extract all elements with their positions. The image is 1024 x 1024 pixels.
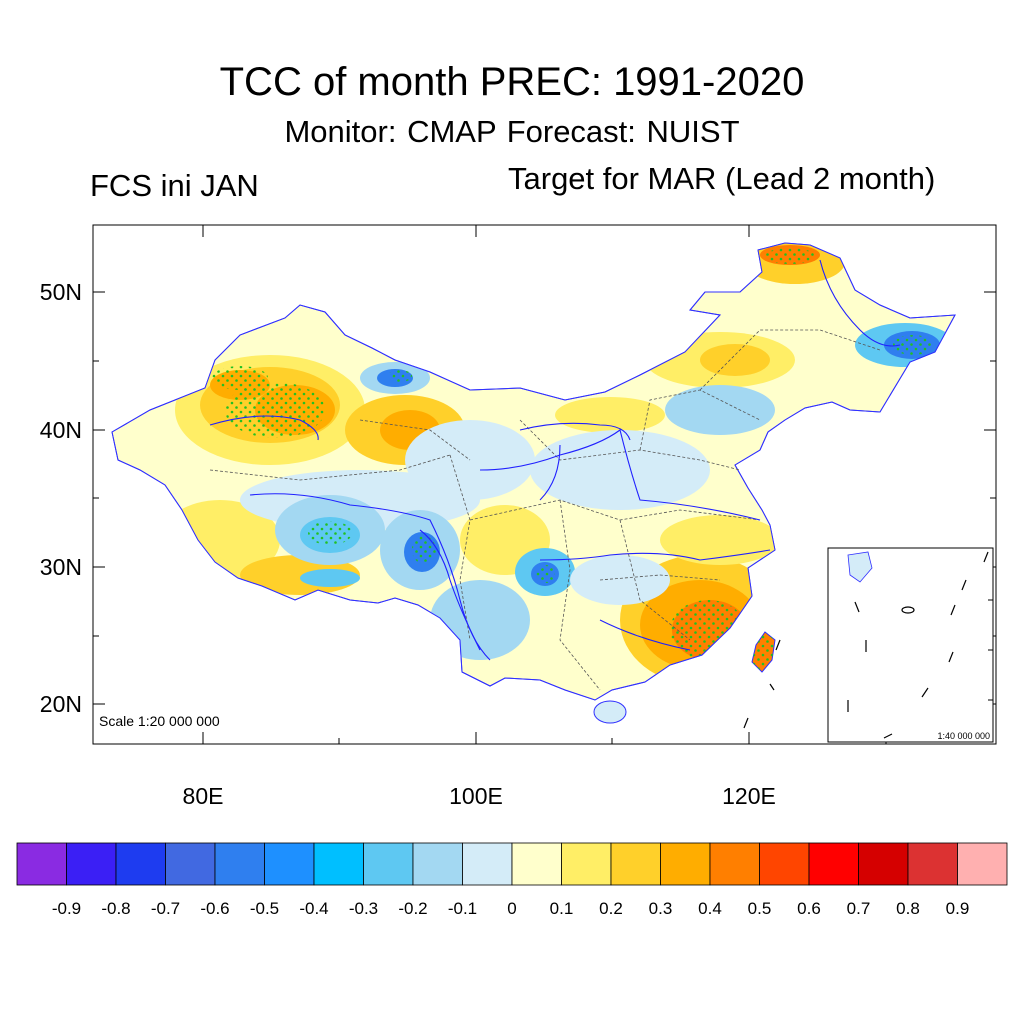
south-china-sea-inset: 1:40 000 000 bbox=[827, 547, 994, 743]
colorbar-label: -0.9 bbox=[52, 899, 81, 918]
colorbar-box bbox=[511, 842, 562, 886]
lat-label-40: 40N bbox=[40, 417, 82, 443]
scale-label: Scale 1:20 000 000 bbox=[99, 713, 220, 729]
colorbar-box bbox=[957, 842, 1008, 886]
colorbar-label: -0.3 bbox=[349, 899, 378, 918]
lat-label-30: 30N bbox=[40, 554, 82, 580]
colorbar-label: 0.3 bbox=[649, 899, 673, 918]
colorbar-box bbox=[313, 842, 364, 886]
colorbar-label: -0.7 bbox=[151, 899, 180, 918]
hainan-island bbox=[593, 700, 627, 724]
rivers bbox=[209, 259, 901, 661]
correlation-contours bbox=[160, 243, 955, 685]
colorbar-box bbox=[115, 842, 166, 886]
colorbar-box bbox=[709, 842, 760, 886]
colorbar-label: -0.4 bbox=[299, 899, 328, 918]
colorbar-box bbox=[412, 842, 463, 886]
colorbar-box bbox=[16, 842, 67, 886]
map-title: TCC of month PREC: 1991-2020 bbox=[219, 60, 805, 104]
colorbar-label: 0.8 bbox=[896, 899, 920, 918]
province-boundaries bbox=[209, 329, 881, 691]
coast-marks bbox=[743, 639, 781, 729]
colorbar-label: -0.2 bbox=[398, 899, 427, 918]
lat-label-20: 20N bbox=[40, 691, 82, 717]
colorbar-label: -0.6 bbox=[200, 899, 229, 918]
colorbar-box bbox=[759, 842, 810, 886]
colorbar-label: -0.1 bbox=[448, 899, 477, 918]
colorbar-label: -0.8 bbox=[101, 899, 130, 918]
target-month-label: Target for MAR (Lead 2 month) bbox=[508, 161, 936, 196]
lon-label-80: 80E bbox=[183, 783, 224, 809]
init-month-label: FCS ini JAN bbox=[90, 168, 259, 203]
lat-label-50: 50N bbox=[40, 279, 82, 305]
colorbar-box bbox=[858, 842, 909, 886]
colorbar-box bbox=[462, 842, 513, 886]
colorbar-box bbox=[165, 842, 216, 886]
colorbar-label: 0.7 bbox=[847, 899, 871, 918]
colorbar: -0.9 -0.8 -0.7 -0.6 -0.5 -0.4 -0.3 -0.2 -0.1 0 0.1… bbox=[16, 842, 1008, 918]
colorbar-box bbox=[561, 842, 612, 886]
colorbar-label: 0.5 bbox=[748, 899, 772, 918]
lon-label-120: 120E bbox=[722, 783, 776, 809]
colorbar-box bbox=[264, 842, 315, 886]
colorbar-label: 0 bbox=[507, 899, 516, 918]
colorbar-label: 0.9 bbox=[946, 899, 970, 918]
colorbar-box bbox=[907, 842, 958, 886]
colorbar-box bbox=[610, 842, 661, 886]
colorbar-label: -0.5 bbox=[250, 899, 279, 918]
china-border bbox=[111, 242, 956, 701]
colorbar-label: 0.4 bbox=[698, 899, 722, 918]
colorbar-box bbox=[363, 842, 414, 886]
colorbar-box bbox=[660, 842, 711, 886]
colorbar-box bbox=[214, 842, 265, 886]
colorbar-label: 0.2 bbox=[599, 899, 623, 918]
colorbar-label: 0.6 bbox=[797, 899, 821, 918]
map-subtitle: Monitor: CMAP Forecast: NUIST bbox=[284, 114, 740, 149]
colorbar-box bbox=[66, 842, 117, 886]
colorbar-label: 0.1 bbox=[550, 899, 574, 918]
colorbar-box bbox=[808, 842, 859, 886]
lon-label-100: 100E bbox=[449, 783, 503, 809]
inset-scale-label: 1:40 000 000 bbox=[937, 731, 990, 741]
